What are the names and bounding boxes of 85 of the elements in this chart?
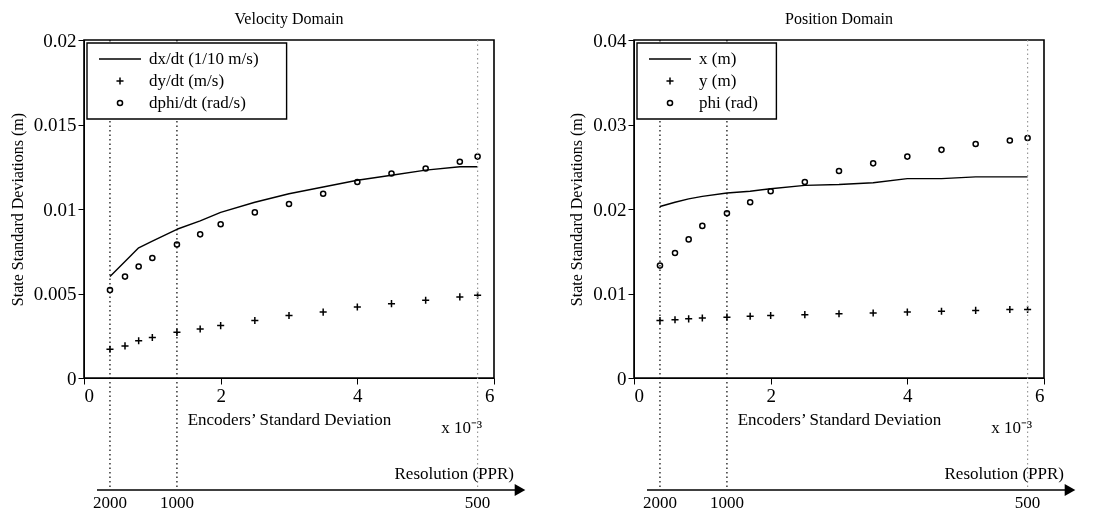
x-tick-label: 6 xyxy=(1035,384,1045,406)
point xyxy=(1005,305,1015,314)
point xyxy=(938,146,945,154)
point xyxy=(455,292,465,302)
point xyxy=(800,310,810,319)
point xyxy=(250,316,260,325)
y-tick-label: 0 xyxy=(67,367,77,389)
point xyxy=(869,160,877,167)
y-tick-label: 0.02 xyxy=(593,198,627,220)
point xyxy=(904,153,911,160)
x-tick-label: 6 xyxy=(485,384,495,406)
point xyxy=(149,254,156,262)
point xyxy=(195,324,205,334)
point xyxy=(134,336,143,346)
text: 1000 xyxy=(709,493,744,512)
y-tick-label: 0 xyxy=(617,367,627,389)
text: 2000 xyxy=(92,493,127,512)
point xyxy=(972,140,979,148)
point xyxy=(767,187,774,195)
legend-label: phi (rad) xyxy=(699,93,759,112)
text: 500 xyxy=(464,493,491,512)
point xyxy=(834,309,844,319)
point xyxy=(120,341,130,351)
point xyxy=(422,165,429,172)
legend-label: dy/dt (m/s) xyxy=(149,71,225,90)
point xyxy=(801,178,809,186)
chart-title: Velocity Domain xyxy=(234,10,344,28)
point xyxy=(699,222,706,230)
legend-label: x (m) xyxy=(699,49,737,68)
x-tick-label: 0 xyxy=(84,384,94,406)
x-axis-title: Encoders’ Standard Deviation xyxy=(737,409,942,429)
point xyxy=(723,209,731,217)
text: 2000 xyxy=(642,493,677,512)
text: Resolution (PPR) xyxy=(394,464,514,483)
point xyxy=(251,209,259,216)
point xyxy=(903,307,912,317)
point xyxy=(698,313,707,323)
text: Resolution (PPR) xyxy=(944,464,1064,483)
point xyxy=(456,158,464,165)
point xyxy=(746,198,754,206)
y-axis-title: State Standard Deviations (m) xyxy=(568,112,587,307)
x-tick-label: 2 xyxy=(216,384,226,406)
point xyxy=(284,311,294,320)
y-axis-title: State Standard Deviations (m) xyxy=(8,112,27,307)
point xyxy=(1024,134,1031,142)
y-tick-label: 0.005 xyxy=(33,283,77,304)
point xyxy=(196,231,204,238)
x-tick-label: 2 xyxy=(766,384,776,406)
point xyxy=(1006,137,1014,144)
point xyxy=(868,308,878,318)
point xyxy=(121,273,129,280)
text: x 10⁻³ xyxy=(991,418,1032,437)
text: 1000 xyxy=(159,493,194,512)
point xyxy=(656,262,664,269)
legend-label: dx/dt (1/10 m/s) xyxy=(149,49,259,68)
point xyxy=(319,190,327,198)
point xyxy=(353,302,362,312)
legend-label: y (m) xyxy=(699,71,737,90)
point xyxy=(217,220,224,228)
point xyxy=(318,307,328,317)
point xyxy=(135,263,142,270)
y-tick-label: 0.03 xyxy=(593,114,627,135)
point xyxy=(173,241,181,248)
text: x 10⁻³ xyxy=(441,418,482,437)
legend-label: dphi/dt (rad/s) xyxy=(149,93,246,112)
chart-title: Position Domain xyxy=(784,10,894,27)
point xyxy=(285,200,293,208)
y-tick-label: 0.015 xyxy=(33,114,77,135)
point xyxy=(670,315,680,324)
y-tick-label: 0.04 xyxy=(593,29,627,51)
y-tick-label: 0.02 xyxy=(43,29,77,51)
x-tick-label: 4 xyxy=(903,384,914,406)
point xyxy=(388,170,395,177)
x-tick-label: 4 xyxy=(353,384,364,406)
y-tick-label: 0.01 xyxy=(593,283,627,304)
point xyxy=(474,153,481,160)
x-tick-label: 0 xyxy=(634,384,644,406)
y-tick-label: 0.01 xyxy=(43,198,77,220)
text: 500 xyxy=(1014,493,1041,512)
point xyxy=(354,178,361,186)
point xyxy=(937,306,946,316)
x-axis-title: Encoders’ Standard Deviation xyxy=(187,409,392,429)
point xyxy=(685,236,692,243)
point xyxy=(684,314,693,324)
point xyxy=(745,312,755,321)
